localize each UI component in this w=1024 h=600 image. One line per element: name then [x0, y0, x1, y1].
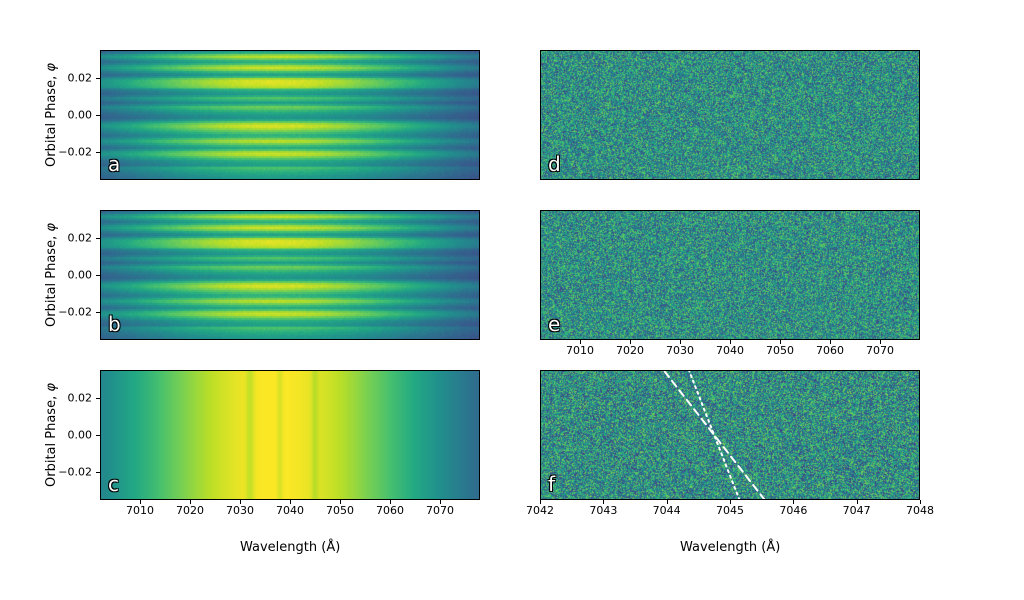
panel-label: b: [108, 312, 121, 336]
x-tick-label: 7050: [766, 344, 794, 357]
y-axis-label: Orbital Phase, φ: [44, 63, 59, 167]
y-ticks: −0.02 0.00 0.02: [56, 210, 96, 340]
heatmap-canvas: [540, 50, 920, 180]
panel-b: b: [100, 210, 480, 340]
panel-label: f: [548, 472, 555, 496]
x-axis-label: Wavelength (Å): [680, 540, 780, 555]
x-tick-label: 7045: [716, 504, 744, 517]
x-tick-label: 7047: [843, 504, 871, 517]
y-axis-label: Orbital Phase, φ: [44, 223, 59, 327]
x-tick-label: 7046: [779, 504, 807, 517]
x-tick-label: 7040: [716, 344, 744, 357]
panel-label: e: [548, 312, 560, 336]
x-tick-label: 7040: [276, 504, 304, 517]
panel-label: a: [108, 152, 120, 176]
panel-label: d: [548, 152, 561, 176]
y-tick-label: −0.02: [58, 306, 92, 319]
heatmap-canvas: [540, 210, 920, 340]
y-axis-label-text: Orbital Phase,: [44, 392, 59, 487]
heatmap-canvas: [100, 50, 480, 180]
y-axis-label-text: Orbital Phase,: [44, 72, 59, 167]
x-tick-label: 7043: [589, 504, 617, 517]
x-tick-label: 7070: [426, 504, 454, 517]
x-tick-label: 7070: [866, 344, 894, 357]
x-tick-label: 7048: [906, 504, 934, 517]
y-tick-label: 0.02: [68, 391, 93, 404]
y-tick-label: 0.00: [68, 109, 93, 122]
x-tick-label: 7042: [526, 504, 554, 517]
panel-e: e: [540, 210, 920, 340]
y-tick-label: 0.02: [68, 71, 93, 84]
x-tick-label: 7060: [816, 344, 844, 357]
x-tick-label: 7060: [376, 504, 404, 517]
x-tick-label: 7010: [566, 344, 594, 357]
x-ticks: 7010 7020 7030 7040 7050 7060 7070: [100, 502, 480, 520]
y-axis-label-phi: φ: [44, 63, 59, 72]
y-ticks: −0.02 0.00 0.02: [56, 370, 96, 500]
x-tick-label: 7050: [326, 504, 354, 517]
y-axis-label: Orbital Phase, φ: [44, 383, 59, 487]
panel-label: c: [108, 472, 119, 496]
x-axis-label-text: Wavelength (Å): [240, 540, 340, 555]
panel-d: d: [540, 50, 920, 180]
y-axis-label-text: Orbital Phase,: [44, 232, 59, 327]
panel-a: a: [100, 50, 480, 180]
y-tick-label: 0.00: [68, 269, 93, 282]
y-axis-label-phi: φ: [44, 383, 59, 392]
x-tick-label: 7010: [126, 504, 154, 517]
panel-c: c: [100, 370, 480, 500]
y-axis-label-phi: φ: [44, 223, 59, 232]
y-tick-label: −0.02: [58, 146, 92, 159]
y-tick-label: −0.02: [58, 466, 92, 479]
heatmap-canvas: [100, 370, 480, 500]
x-ticks: 7042704370447045704670477048: [540, 502, 920, 520]
panel-f: f: [540, 370, 920, 500]
heatmap-canvas: [100, 210, 480, 340]
x-tick-label: 7020: [616, 344, 644, 357]
y-tick-label: 0.00: [68, 429, 93, 442]
x-tick-label: 7044: [653, 504, 681, 517]
overlay-lines: [540, 370, 920, 500]
x-tick-label: 7020: [176, 504, 204, 517]
x-tick-label: 7030: [226, 504, 254, 517]
x-ticks: 7010 7020 7030 7040 7050 7060 7070: [540, 342, 920, 360]
x-tick-label: 7030: [666, 344, 694, 357]
y-tick-label: 0.02: [68, 231, 93, 244]
figure-root: a −0.02 0.00 0.02 b −0.02 0.00 0.02 c −0.02 0.00 0.…: [0, 0, 1024, 600]
x-axis-label: Wavelength (Å): [240, 540, 340, 555]
x-axis-label-text: Wavelength (Å): [680, 540, 780, 555]
y-ticks: −0.02 0.00 0.02: [56, 50, 96, 180]
